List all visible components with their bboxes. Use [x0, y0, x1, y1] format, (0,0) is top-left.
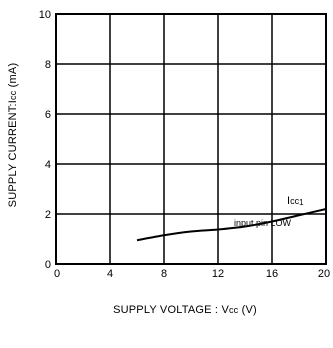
y-tick-labels: 0 2 4 6 8 10 [39, 9, 51, 271]
x-tick-label: 8 [161, 268, 167, 280]
series-label-icc1: Icc1 [287, 195, 304, 207]
x-tick-label: 4 [107, 268, 113, 280]
y-tick-label: 2 [45, 209, 51, 221]
series-line-icc1 [136, 208, 327, 242]
y-tick-label: 10 [39, 9, 51, 21]
x-tick-label: 0 [54, 268, 60, 280]
x-axis-label: SUPPLY VOLTAGE : Vcc (V) [113, 304, 257, 316]
x-tick-label: 16 [266, 268, 278, 280]
x-tick-labels: 0 4 8 12 16 20 [54, 268, 330, 280]
y-tick-label: 6 [45, 109, 51, 121]
grid [56, 14, 326, 264]
x-tick-label: 12 [212, 268, 224, 280]
annotation-input-pin-low: input pin LOW [234, 218, 292, 228]
x-tick-label: 20 [318, 268, 330, 280]
y-tick-label: 0 [45, 259, 51, 271]
y-tick-label: 8 [45, 59, 51, 71]
plot-frame [55, 13, 327, 265]
y-tick-label: 4 [45, 159, 51, 171]
y-axis-label: SUPPLY CURRENT:Icc (mA) [7, 63, 19, 208]
